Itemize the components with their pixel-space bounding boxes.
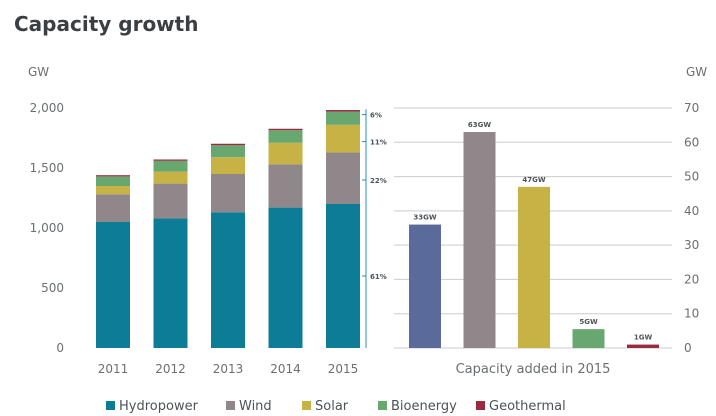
left-y-tick-label: 0: [56, 341, 64, 355]
bar-segment: [326, 124, 360, 153]
bar-segment: [268, 207, 303, 348]
bar-segment: [153, 183, 188, 219]
right-y-tick-label: 60: [684, 135, 699, 149]
legend-label: Geothermal: [489, 399, 566, 414]
left-x-tick-label: 2011: [98, 362, 129, 376]
bar-segment: [211, 212, 245, 348]
bar-segment: [268, 142, 303, 165]
bar: [627, 344, 659, 348]
bar-segment: [326, 110, 360, 112]
legend-label: Solar: [315, 399, 349, 414]
left-y-axis-label: GW: [28, 65, 49, 79]
right-y-tick-label: 20: [684, 272, 699, 286]
bar-value-label: 5GW: [579, 318, 598, 326]
bar-segment: [326, 152, 360, 204]
left-x-tick-label: 2014: [270, 362, 301, 376]
right-y-tick-label: 40: [684, 204, 699, 218]
right-x-axis-label: Capacity added in 2015: [456, 362, 611, 377]
bracket-label: 61%: [370, 273, 387, 281]
bar-segment: [326, 111, 360, 125]
legend-label: Wind: [239, 399, 272, 414]
bar: [518, 186, 550, 348]
bar-segment: [96, 222, 130, 348]
left-y-tick-label: 1,000: [30, 221, 64, 235]
right-y-tick-label: 70: [684, 101, 699, 115]
legend-label: Bioenergy: [391, 399, 457, 414]
bar-value-label: 33GW: [413, 214, 436, 222]
bar-segment: [326, 204, 360, 348]
chart-title: Capacity growth: [14, 12, 199, 36]
bar-segment: [153, 171, 188, 184]
bracket-label: 11%: [370, 139, 387, 147]
bar-segment: [211, 174, 245, 213]
legend-swatch: [106, 401, 115, 410]
bar: [572, 329, 605, 348]
bar-segment: [211, 157, 245, 174]
left-y-tick-label: 1,500: [30, 161, 64, 175]
bar-segment: [96, 175, 130, 177]
bar-segment: [153, 159, 188, 161]
bar-value-label: 1GW: [634, 334, 653, 342]
left-x-tick-label: 2013: [213, 362, 244, 376]
bar-value-label: 63GW: [468, 121, 491, 129]
bar: [409, 224, 441, 348]
bar-segment: [211, 145, 245, 158]
bracket-label: 6%: [370, 112, 382, 120]
right-y-axis-label: GW: [686, 65, 707, 79]
legend-label: Hydropower: [119, 399, 199, 414]
right-y-tick-label: 0: [684, 341, 692, 355]
left-x-tick-label: 2012: [155, 362, 186, 376]
bar-segment: [153, 218, 188, 348]
left-x-tick-label: 2015: [328, 362, 359, 376]
bar-segment: [211, 143, 245, 146]
left-y-tick-label: 2,000: [30, 101, 64, 115]
bracket-label: 22%: [370, 177, 387, 185]
bar-segment: [153, 160, 188, 172]
bar-segment: [96, 194, 130, 222]
left-y-tick-label: 500: [41, 281, 64, 295]
bar-segment: [268, 164, 303, 208]
bar-value-label: 47GW: [522, 176, 545, 184]
legend-swatch: [226, 401, 235, 410]
right-y-tick-label: 10: [684, 307, 699, 321]
right-y-tick-label: 30: [684, 238, 699, 252]
bar-segment: [96, 186, 130, 195]
legend-swatch: [476, 401, 485, 410]
bar-segment: [268, 128, 303, 131]
bar-segment: [96, 176, 130, 186]
right-y-tick-label: 50: [684, 170, 699, 184]
bar-segment: [268, 130, 303, 143]
legend-swatch: [378, 401, 387, 410]
legend-swatch: [302, 401, 311, 410]
bar: [463, 132, 496, 348]
